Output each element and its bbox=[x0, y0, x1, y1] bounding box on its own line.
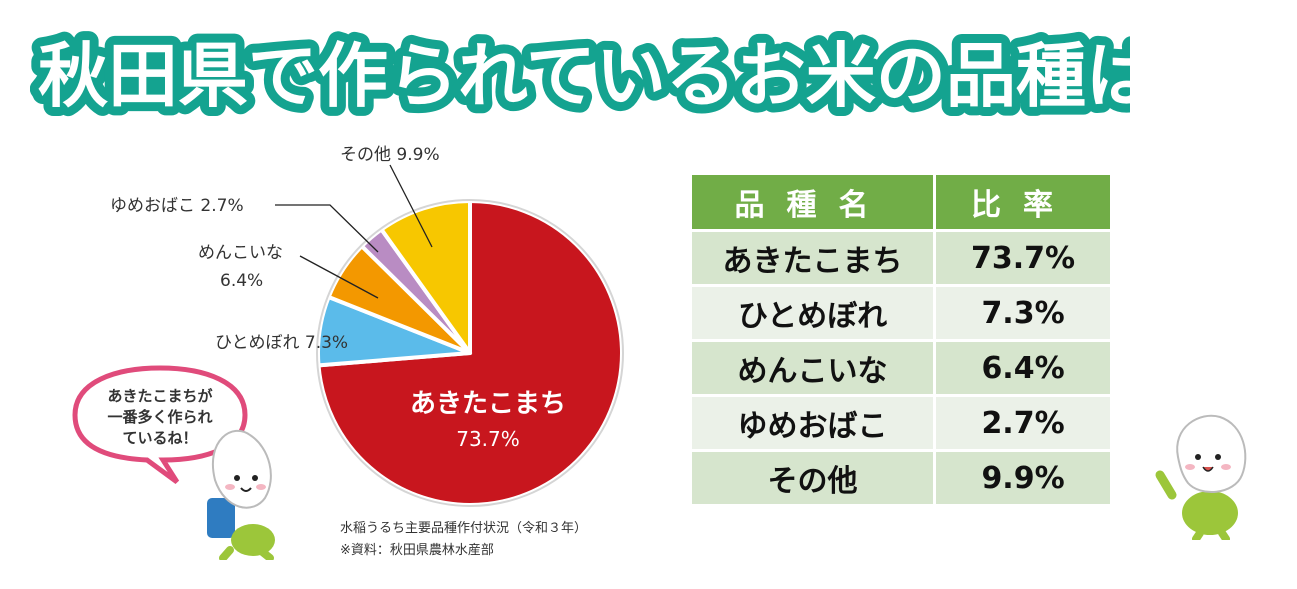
pie-slice-4 bbox=[379, 199, 472, 355]
variety-name: めんこいな bbox=[692, 342, 937, 397]
table-row: あきたこまち 73.7% bbox=[692, 232, 1110, 287]
label-menkoina-value: 6.4% bbox=[220, 271, 263, 291]
table-row: ひとめぼれ 7.3% bbox=[692, 287, 1110, 342]
variety-ratio: 9.9% bbox=[936, 452, 1110, 507]
page-title-outline: 秋田県で作られているお米の品種は？ bbox=[38, 35, 1130, 117]
leader-line-other bbox=[389, 164, 433, 248]
variety-name: あきたこまち bbox=[692, 232, 937, 287]
mascot-right bbox=[1155, 414, 1247, 540]
pie-chart: その他 9.9% ゆめおばこ 2.7% めんこいな 6.4% ひとめぼれ 7.3… bbox=[110, 145, 624, 558]
pie-slices bbox=[316, 199, 624, 507]
rice-mascot-character bbox=[207, 429, 275, 560]
table-row: ゆめおばこ 2.7% bbox=[692, 397, 1110, 452]
source-note-2: ※資料：秋田県農林水産部 bbox=[340, 542, 494, 558]
table-header-row: 品種名 比率 bbox=[692, 175, 1110, 232]
variety-ratio: 2.7% bbox=[936, 397, 1110, 452]
header-variety-name: 品種名 bbox=[692, 175, 937, 232]
page-title-text: 秋田県で作られているお米の品種は？ bbox=[38, 35, 1130, 117]
label-akitakomachi-value: 73.7% bbox=[456, 427, 520, 451]
table-row: その他 9.9% bbox=[692, 452, 1110, 507]
label-hitomebore: ひとめぼれ 7.3% bbox=[215, 333, 348, 353]
speech-line-2: 一番多く作られ bbox=[107, 408, 212, 426]
speech-bubble: あきたこまちが 一番多く作られ ているね！ bbox=[72, 365, 248, 485]
mascot-left: あきたこまちが 一番多く作られ ているね！ bbox=[72, 365, 275, 560]
speech-line-1: あきたこまちが bbox=[107, 387, 213, 405]
label-other: その他 9.9% bbox=[340, 145, 440, 165]
variety-name: その他 bbox=[692, 452, 937, 507]
table-row: めんこいな 6.4% bbox=[692, 342, 1110, 397]
variety-name: ゆめおばこ bbox=[692, 397, 937, 452]
variety-ratio: 6.4% bbox=[936, 342, 1110, 397]
label-akitakomachi-name: あきたこまち bbox=[410, 389, 566, 419]
variety-ratio: 7.3% bbox=[936, 287, 1110, 342]
speech-line-3: ているね！ bbox=[122, 429, 197, 447]
pie-outline bbox=[316, 199, 624, 507]
leader-line-menkoina bbox=[299, 255, 379, 299]
leader-line-yumeobako bbox=[275, 204, 379, 253]
source-note-1: 水稲うるち主要品種作付状況（令和３年） bbox=[340, 520, 587, 536]
label-yumeobako: ゆめおばこ 2.7% bbox=[110, 196, 244, 216]
page-title: 秋田県で作られているお米の品種は？ 秋田県で作られているお米の品種は？ bbox=[30, 26, 1130, 126]
variety-ratio: 73.7% bbox=[936, 232, 1110, 287]
variety-name: ひとめぼれ bbox=[692, 287, 937, 342]
header-ratio: 比率 bbox=[936, 175, 1110, 232]
variety-table: 品種名 比率 あきたこまち 73.7% ひとめぼれ 7.3% めんこいな 6.4… bbox=[692, 175, 1110, 507]
label-menkoina-name: めんこいな bbox=[198, 243, 283, 263]
